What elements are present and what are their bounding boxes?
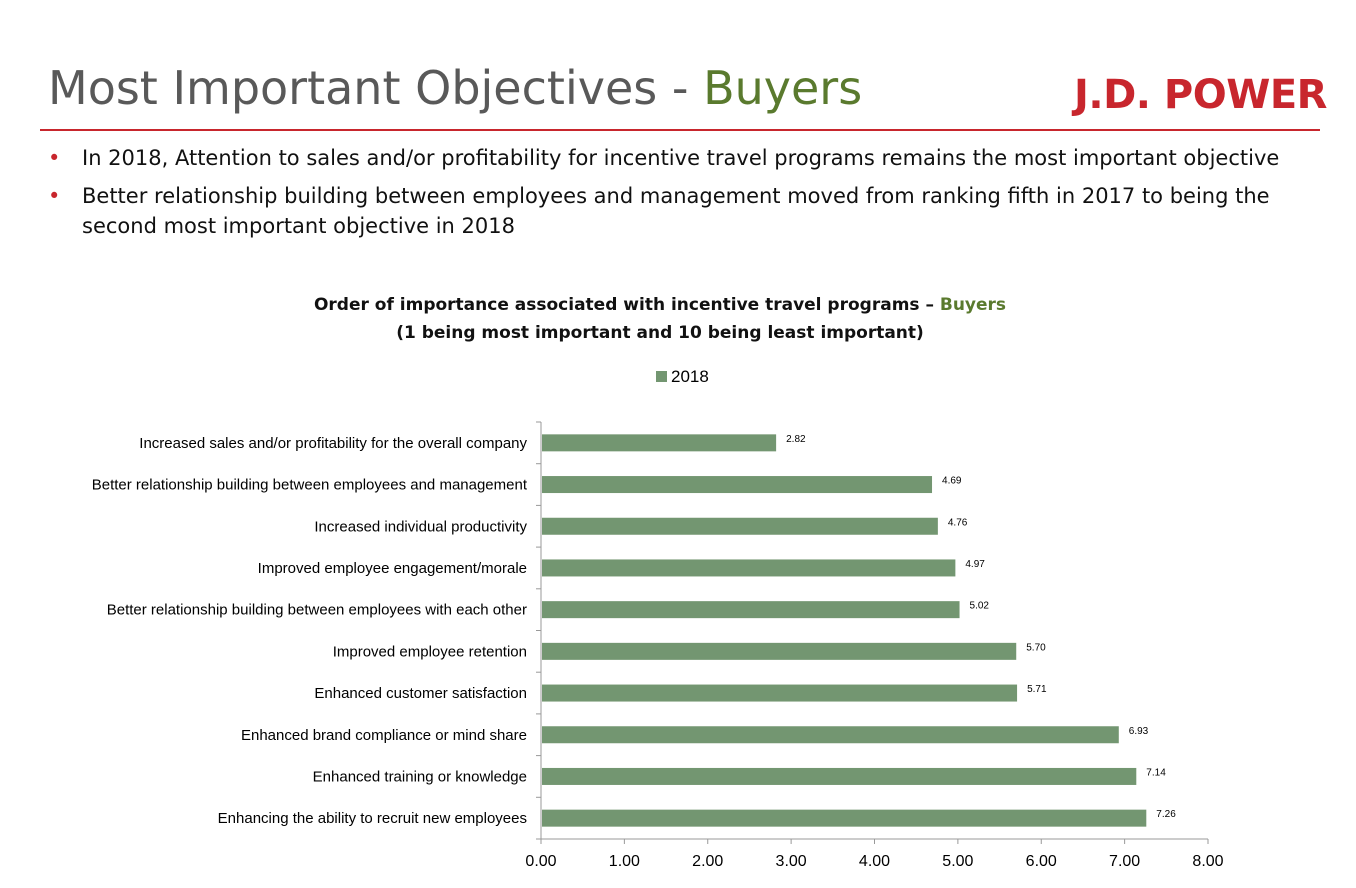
bar bbox=[542, 517, 938, 535]
bar bbox=[542, 434, 777, 452]
category-label: Increased sales and/or profitability for… bbox=[139, 435, 527, 452]
bar bbox=[542, 601, 960, 619]
page-title: Most Important Objectives - Buyers bbox=[48, 58, 862, 118]
legend-label: 2018 bbox=[671, 367, 709, 386]
category-label: Better relationship building between emp… bbox=[107, 602, 527, 619]
category-label: Enhancing the ability to recruit new emp… bbox=[218, 810, 527, 827]
x-tick-label: 6.00 bbox=[1026, 853, 1057, 870]
category-label: Improved employee engagement/morale bbox=[258, 560, 527, 577]
title-divider bbox=[40, 129, 1320, 131]
value-label: 5.02 bbox=[970, 601, 990, 612]
value-label: 5.70 bbox=[1026, 642, 1046, 653]
x-tick-label: 1.00 bbox=[609, 853, 640, 870]
value-label: 7.14 bbox=[1146, 767, 1166, 778]
bullet-dot-icon: • bbox=[48, 146, 61, 170]
bullet-item: • Better relationship building between em… bbox=[48, 181, 1318, 241]
page-title-main: Most Important Objectives - bbox=[48, 61, 704, 115]
bar bbox=[542, 767, 1137, 785]
value-label: 6.93 bbox=[1129, 726, 1149, 737]
bar-chart: 0.00 1.00 2.00 3.00 4.00 5.00 6.00 7.00 8.00 Incr… bbox=[92, 421, 1224, 870]
x-tick-label: 8.00 bbox=[1192, 853, 1223, 870]
bar bbox=[542, 559, 956, 577]
chart-title-highlight: Buyers bbox=[939, 295, 1007, 315]
bar bbox=[542, 684, 1018, 702]
bullet-text: In 2018, Attention to sales and/or profi… bbox=[82, 146, 1280, 170]
x-tick-label: 0.00 bbox=[525, 853, 556, 870]
category-label: Better relationship building between emp… bbox=[92, 477, 528, 494]
bullet-text: Better relationship building between emp… bbox=[82, 184, 1270, 238]
bullet-list: • In 2018, Attention to sales and/or prof… bbox=[48, 143, 1318, 249]
category-label: Enhanced customer satisfaction bbox=[314, 685, 527, 702]
chart-title-main: Order of importance associated with ince… bbox=[313, 295, 940, 315]
x-tick-label: 2.00 bbox=[692, 853, 723, 870]
value-label: 7.26 bbox=[1156, 809, 1176, 820]
legend-swatch bbox=[656, 371, 667, 382]
x-tick-label: 4.00 bbox=[859, 853, 890, 870]
x-tick-label: 7.00 bbox=[1109, 853, 1140, 870]
value-label: 4.97 bbox=[965, 559, 985, 570]
bar bbox=[542, 809, 1147, 827]
value-label: 4.76 bbox=[948, 517, 968, 528]
chart-title-line2: (1 being most important and 10 being lea… bbox=[396, 323, 924, 343]
category-label: Increased individual productivity bbox=[314, 518, 527, 535]
bar bbox=[542, 476, 933, 494]
bullet-item: • In 2018, Attention to sales and/or prof… bbox=[48, 143, 1318, 173]
x-tick-label: 5.00 bbox=[942, 853, 973, 870]
bar bbox=[542, 726, 1119, 744]
value-label: 2.82 bbox=[786, 434, 806, 445]
chart-title-line1: Order of importance associated with ince… bbox=[0, 291, 1320, 319]
x-tick-label: 3.00 bbox=[776, 853, 807, 870]
bullet-dot-icon: • bbox=[48, 184, 61, 208]
bar bbox=[542, 642, 1017, 660]
jd-power-logo: J.D. POWER bbox=[1074, 72, 1327, 118]
category-label: Enhanced training or knowledge bbox=[313, 768, 527, 785]
value-label: 5.71 bbox=[1027, 684, 1047, 695]
category-label: Enhanced brand compliance or mind share bbox=[241, 727, 527, 744]
chart-legend: 2018 bbox=[656, 366, 709, 388]
page-title-highlight: Buyers bbox=[703, 61, 863, 115]
value-label: 4.69 bbox=[942, 476, 962, 487]
category-label: Improved employee retention bbox=[333, 643, 527, 660]
